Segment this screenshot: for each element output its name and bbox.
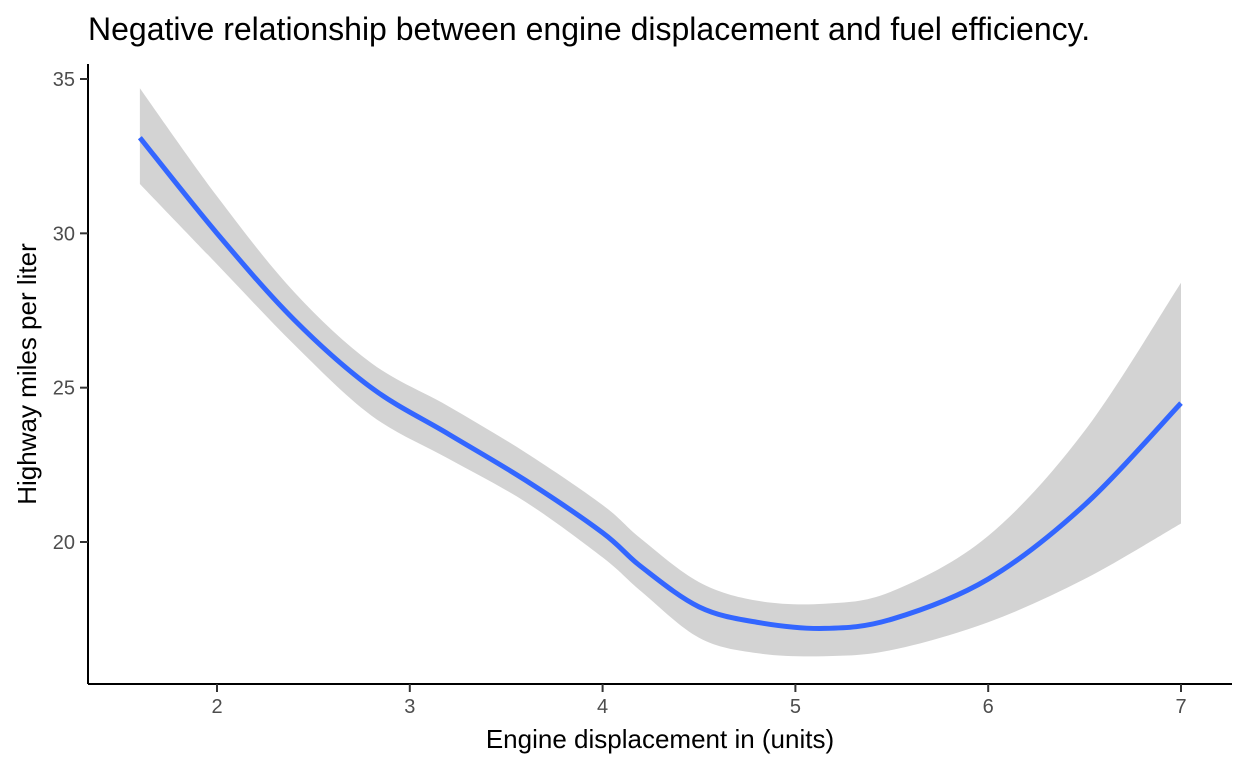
x-tick-label: 3 — [404, 696, 415, 718]
plot-area — [137, 88, 1183, 657]
x-axis-ticks: 2 3 4 5 6 7 — [211, 684, 1187, 718]
x-tick-label: 6 — [983, 696, 994, 718]
confidence-band — [139, 88, 1181, 657]
chart-title: Negative relationship between engine dis… — [88, 11, 1090, 47]
x-axis-title: Engine displacement in (units) — [486, 724, 834, 754]
y-tick-label: 20 — [53, 532, 75, 554]
x-tick-label: 5 — [790, 696, 801, 718]
y-axis-ticks: 20 25 30 35 — [53, 69, 88, 554]
y-tick-label: 30 — [53, 223, 75, 245]
y-axis-title: Highway miles per liter — [12, 243, 42, 505]
x-tick-label: 7 — [1175, 696, 1186, 718]
smooth-trend-line — [137, 136, 1183, 631]
x-tick-label: 4 — [597, 696, 608, 718]
x-tick-label: 2 — [211, 696, 222, 718]
y-tick-label: 25 — [53, 378, 75, 400]
y-tick-label: 35 — [53, 69, 75, 91]
